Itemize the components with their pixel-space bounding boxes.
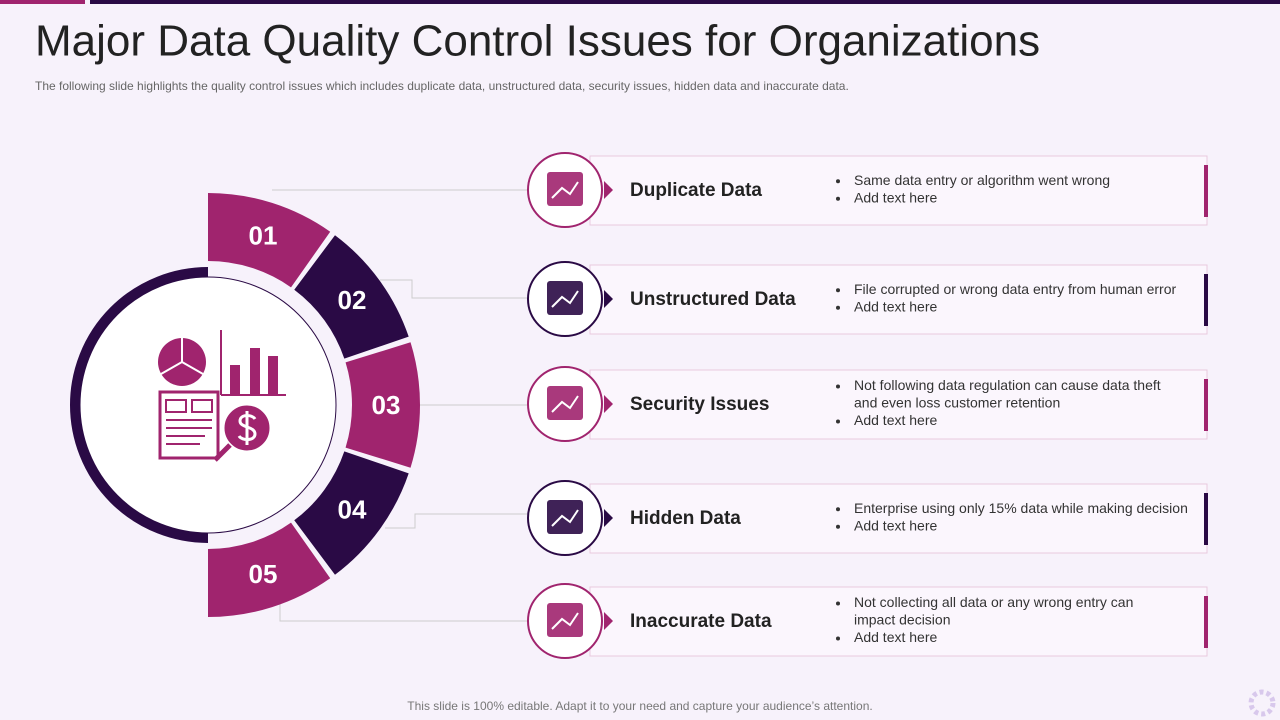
bullet-text: Add text here [854,189,937,205]
icon-detail [551,612,579,630]
bullet-text: and even loss customer retention [854,395,1060,411]
segment [345,342,420,468]
items: Duplicate Data Same data entry or algorit… [527,152,1208,659]
segment [294,235,409,359]
center-icon [158,330,286,462]
connector [385,513,527,529]
doc-lines [166,419,212,445]
icon-detail [551,181,579,199]
item-box [589,264,1208,335]
icon [547,386,583,420]
bullet-dot [836,288,840,293]
bullet-dot [836,384,840,389]
top-bar-accent [0,0,85,4]
doc-box [191,399,213,413]
segment [208,193,331,288]
doc-icon [158,390,220,460]
bullet-text: Not collecting all data or any wrong ent… [854,594,1133,610]
bullet-dot [836,636,840,641]
segment-number: 05 [249,559,278,589]
segment-number: 04 [338,495,367,525]
subtitle: The following slide highlights the quali… [35,79,849,93]
item-title: Hidden Data [630,508,741,529]
segment [294,451,409,575]
item-title: Inaccurate Data [630,611,772,632]
item-title: Duplicate Data [630,180,762,201]
bullet-text: Add text here [854,629,937,645]
gear-icon [1248,689,1276,717]
segment-number: 02 [338,285,367,315]
bar-icon [230,365,240,395]
icon-detail [551,395,579,413]
bullet-text: impact decision [854,612,951,628]
title: Major Data Quality Control Issues for Or… [35,17,1040,66]
footer: This slide is 100% editable. Adapt it to… [407,699,872,713]
segment-number: 03 [372,390,401,420]
bullet-text: Add text here [854,517,937,533]
icon [547,603,583,637]
pointer [604,612,613,630]
icon [547,500,583,534]
bullet-dot [836,179,840,184]
bullet-dot [836,419,840,424]
icon-detail [551,290,579,308]
item-accent [1204,596,1208,648]
magnifier-handle [213,443,232,462]
bullet-text: Same data entry or algorithm went wrong [854,172,1110,188]
item-accent [1204,165,1208,217]
bullet-dot [836,196,840,201]
item-box [589,369,1208,440]
bullet-text: Add text here [854,412,937,428]
segment [208,522,331,617]
bullet-dot [836,507,840,512]
item-accent [1204,274,1208,326]
dollar-sign [237,411,257,445]
bar-icon [250,348,260,395]
top-bar [90,0,1280,4]
icon-detail [551,509,579,527]
item-box [589,483,1208,554]
bullet-dot [836,305,840,310]
connector [380,279,527,299]
pointer [604,509,613,527]
item-title: Security Issues [630,394,769,415]
connector [279,600,527,622]
pointer [604,290,613,308]
segment-number: 01 [249,221,278,251]
bullet-dot [836,524,840,529]
bullet-text: Not following data regulation can cause … [854,377,1161,393]
pie-lines [160,338,204,375]
pointer [604,181,613,199]
ring: 01 02 03 04 05 [208,193,420,617]
item-accent [1204,493,1208,545]
bar-icon [268,356,278,395]
bullet-dot [836,601,840,606]
item-title: Unstructured Data [630,289,796,310]
inner-arc [70,267,209,543]
item-box [589,155,1208,226]
connectors [272,189,527,622]
doc-box [165,399,187,413]
bullet-text: File corrupted or wrong data entry from … [854,281,1176,297]
item-box [589,586,1208,657]
bullet-text: Enterprise using only 15% data while mak… [854,500,1188,516]
icon [547,281,583,315]
item-accent [1204,379,1208,431]
pointer [604,395,613,413]
bullet-text: Add text here [854,298,937,314]
